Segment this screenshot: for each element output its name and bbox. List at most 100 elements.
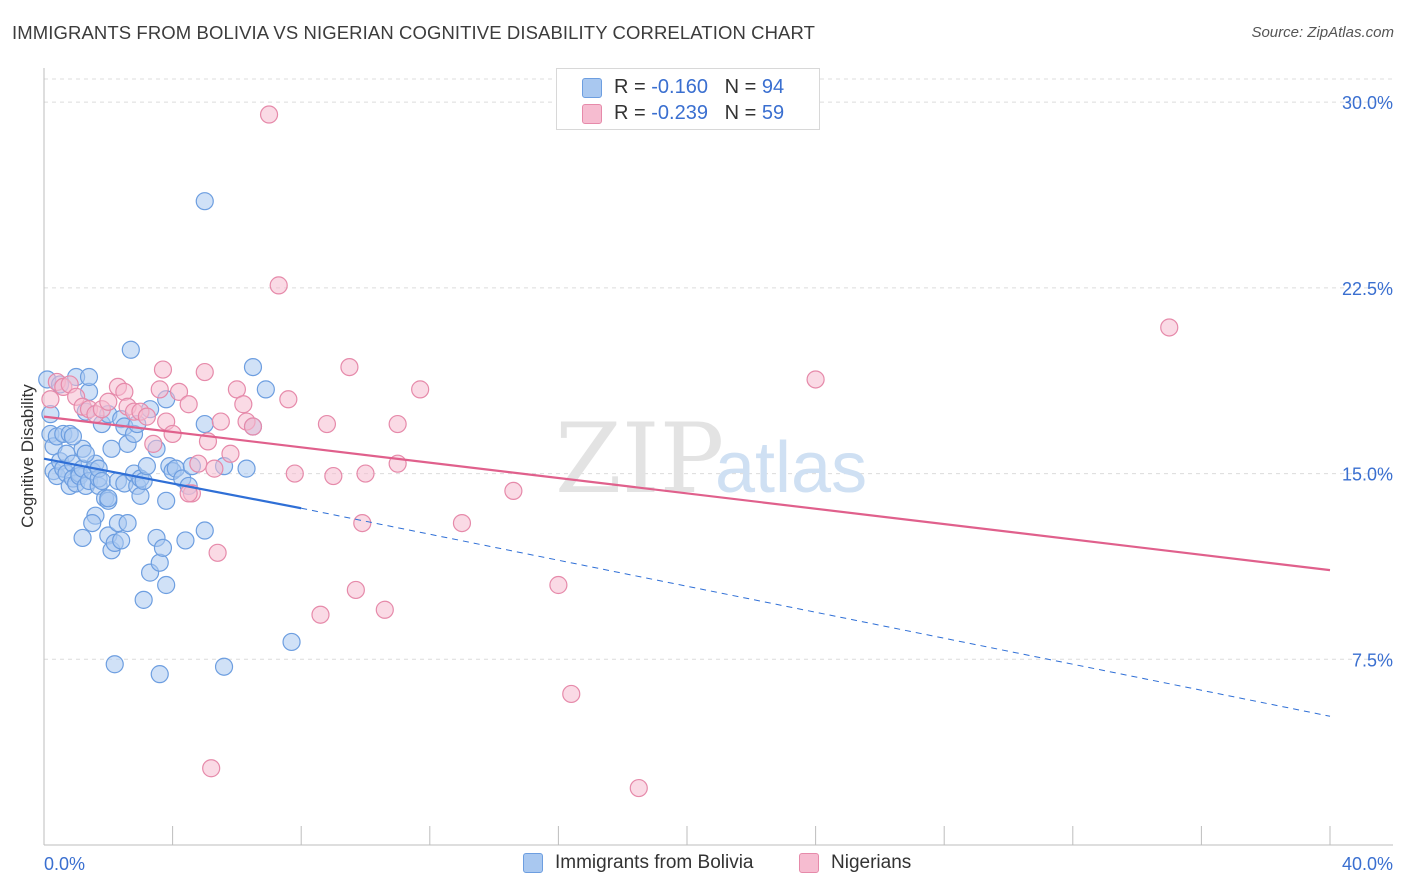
n-value-nigeria: 59: [761, 102, 785, 124]
axis-layer: [43, 68, 1393, 846]
bolivia-point: [73, 528, 92, 548]
n-label: N =: [724, 76, 762, 98]
nigeria-point: [221, 444, 240, 463]
y-tick-label-0: 7.5%: [1352, 650, 1393, 670]
nigeria-point: [115, 382, 134, 401]
nigeria-point: [179, 395, 198, 414]
bolivia-point: [83, 513, 102, 533]
bolivia-point: [195, 192, 214, 211]
bolivia-point: [157, 491, 176, 510]
nigeria-point: [259, 105, 279, 124]
nigeria-point: [205, 459, 224, 478]
bolivia-point: [121, 340, 140, 359]
bolivia-point: [153, 538, 173, 557]
r-label: R =: [614, 76, 652, 98]
bolivia-point: [79, 367, 99, 387]
nigeria-point: [562, 684, 581, 704]
watermark-atlas: atlas: [715, 428, 867, 508]
bolivia-point: [157, 575, 176, 595]
chart-title: IMMIGRANTS FROM BOLIVIA VS NIGERIAN COGN…: [12, 22, 816, 43]
nigeria-point: [169, 382, 189, 401]
bolivia-point: [237, 459, 256, 478]
nigeria-point: [163, 424, 182, 444]
r-label: R =: [614, 102, 652, 124]
nigeria-point: [340, 357, 359, 377]
nigeria-trend-line: [43, 415, 1331, 572]
r-value-bolivia: -0.160: [651, 76, 708, 98]
nigeria-swatch: [582, 104, 602, 124]
x-tick-label-1: 40.0%: [1342, 854, 1393, 874]
bolivia-point: [63, 427, 83, 446]
nigeria-point: [806, 370, 825, 389]
nigeria-point: [375, 600, 394, 619]
nigeria-point: [317, 414, 337, 434]
bolivia-point: [150, 665, 169, 684]
x-tick-label-0: 0.0%: [44, 854, 85, 874]
bolivia-point: [76, 444, 95, 463]
nigeria-point: [153, 360, 173, 379]
nigeria-point: [346, 580, 365, 600]
bolivia-trend-line: [43, 457, 302, 510]
watermark-zip: ZIP: [555, 403, 724, 515]
bolivia-point: [282, 632, 301, 652]
bolivia-point: [256, 380, 275, 399]
nigeria-point: [99, 392, 118, 411]
r-value-nigeria: -0.239: [651, 102, 708, 124]
bolivia-point: [243, 357, 263, 377]
bolivia-point: [214, 657, 234, 676]
bolivia-point: [150, 553, 169, 572]
legend-label-nigeria: Nigerians: [831, 852, 912, 873]
nigeria-point: [137, 407, 156, 426]
nigeria-point: [504, 481, 523, 501]
y-tick-label-2: 22.5%: [1342, 279, 1393, 299]
bolivia-point: [134, 471, 153, 491]
bolivia-point: [105, 655, 124, 674]
nigeria-point: [269, 276, 288, 295]
trend-lines: [43, 415, 1331, 717]
bolivia-legend-swatch: [523, 853, 543, 873]
nigeria-point: [1160, 318, 1179, 337]
nigeria-point: [311, 605, 330, 624]
nigeria-point: [211, 412, 230, 431]
bolivia-point: [134, 590, 153, 609]
nigeria-point: [549, 575, 568, 595]
nigeria-point: [208, 543, 227, 562]
watermark: ZIP atlas: [555, 403, 867, 515]
stats-legend: R = -0.160 N = 94 R = -0.239 N = 59: [556, 68, 820, 130]
bolivia-point: [131, 486, 150, 505]
bolivia-point: [118, 513, 137, 533]
nigeria-point: [150, 380, 169, 399]
axis-labels: 7.5% 15.0% 22.5% 30.0% 0.0% 40.0%: [44, 93, 1393, 874]
bolivia-point: [195, 414, 214, 434]
series-nigeria-points: [41, 105, 1179, 798]
legend-label-bolivia: Immigrants from Bolivia: [555, 852, 754, 873]
nigeria-point: [179, 484, 198, 503]
nigeria-point: [202, 759, 221, 778]
nigeria-point: [353, 513, 372, 533]
nigeria-point: [243, 417, 263, 436]
n-label: N =: [724, 102, 762, 124]
nigeria-point: [144, 434, 163, 453]
y-tick-label-1: 15.0%: [1342, 465, 1393, 485]
nigeria-legend-swatch: [799, 853, 819, 873]
nigeria-point: [356, 464, 375, 483]
bolivia-point: [195, 521, 214, 540]
bolivia-point: [92, 471, 111, 491]
nigeria-point: [452, 513, 472, 533]
y-axis-label: Cognitive Disability: [18, 384, 37, 528]
bolivia-point: [137, 457, 156, 476]
bolivia-point: [99, 489, 118, 508]
bolivia-point: [112, 531, 131, 550]
bolivia-point: [176, 531, 195, 550]
nigeria-point: [285, 464, 304, 483]
series-bolivia-points: [38, 192, 301, 684]
nigeria-point: [411, 380, 430, 399]
nigeria-point: [195, 362, 214, 382]
nigeria-point: [279, 390, 298, 409]
y-tick-label-3: 30.0%: [1342, 93, 1393, 113]
bolivia-swatch: [582, 78, 602, 98]
nigeria-point: [388, 414, 407, 434]
nigeria-point: [41, 390, 60, 409]
bolivia-point: [102, 439, 121, 458]
